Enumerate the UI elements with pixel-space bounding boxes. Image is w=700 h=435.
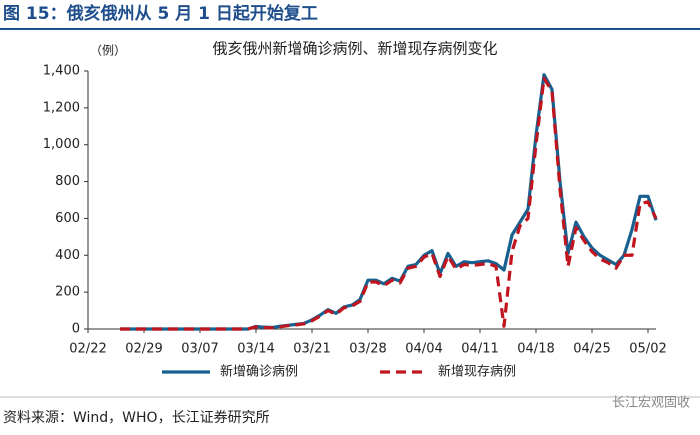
y-tick-label: 1,200 [43, 100, 80, 115]
chart-title: 俄亥俄州新增确诊病例、新增现存病例变化 [212, 40, 497, 58]
x-tick-label: 02/29 [125, 342, 162, 357]
x-tick-label: 03/28 [349, 342, 386, 357]
x-tick-label: 03/14 [237, 342, 274, 357]
y-tick-label: 1,400 [43, 64, 80, 79]
x-tick-label: 04/04 [405, 342, 442, 357]
x-tick-label: 04/11 [461, 342, 498, 357]
x-tick-label: 04/18 [517, 342, 554, 357]
y-tick-label: 200 [55, 285, 80, 300]
y-tick-label: 800 [55, 174, 80, 189]
x-tick-label: 04/25 [573, 342, 610, 357]
y-tick-label: 600 [55, 211, 80, 226]
series-line [120, 76, 658, 331]
legend-label: 新增确诊病例 [220, 364, 298, 380]
legend-label: 新增现存病例 [438, 364, 516, 380]
y-tick-label: 0 [72, 322, 80, 337]
source: 资料来源：Wind，WHO，长江证券研究所 [3, 410, 270, 426]
x-tick-label: 03/21 [293, 342, 330, 357]
x-tick-label: 02/22 [69, 342, 106, 357]
series-line [120, 73, 658, 331]
figure-title: 图 15：俄亥俄州从 5 月 1 日起开始复工 [3, 3, 318, 24]
y-axis-label: （例） [90, 44, 126, 58]
y-tick-label: 400 [55, 248, 80, 263]
x-tick-label: 03/07 [181, 342, 218, 357]
x-tick-label: 05/02 [629, 342, 666, 357]
y-tick-label: 1,000 [43, 137, 80, 152]
watermark: 长江宏观固收 [612, 396, 690, 411]
